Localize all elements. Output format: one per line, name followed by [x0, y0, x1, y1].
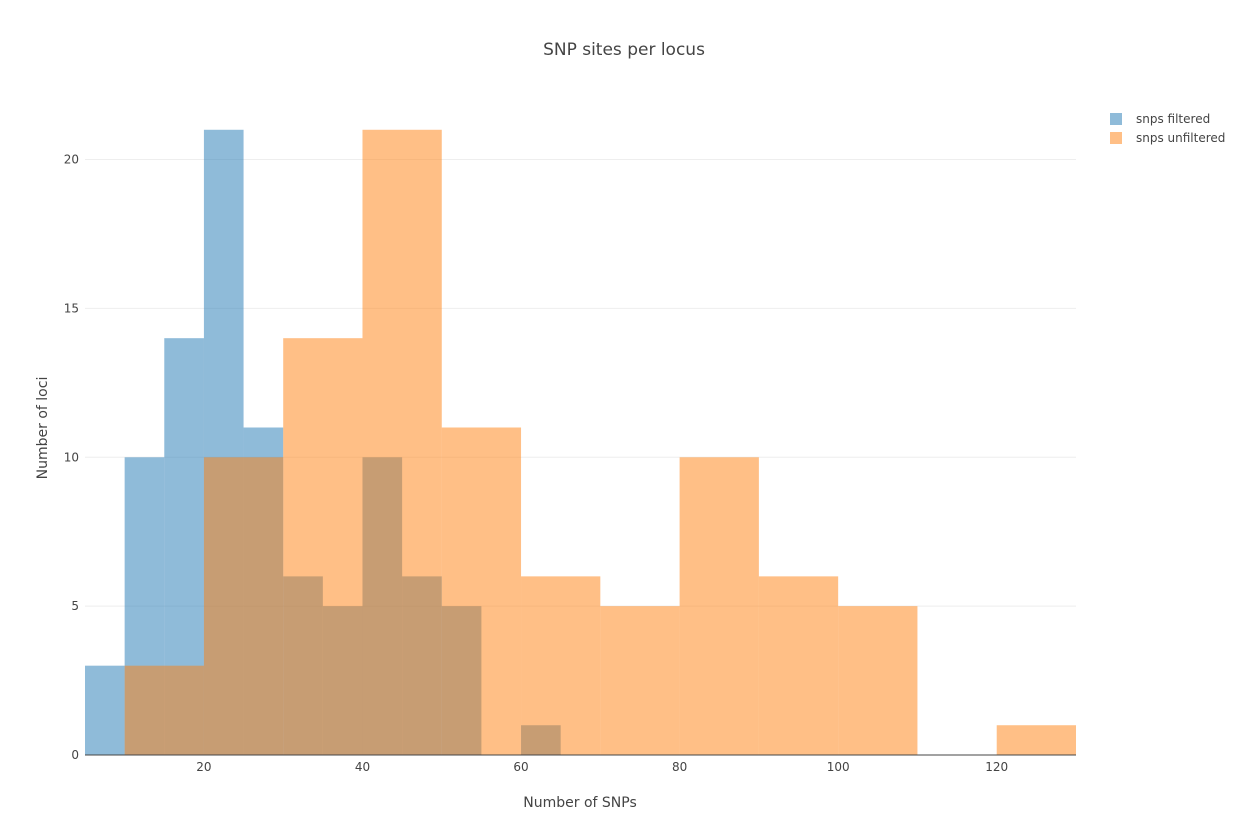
x-tick-label: 120 [985, 760, 1008, 774]
bar-snps-filtered[interactable] [85, 665, 125, 755]
x-axis-title: Number of SNPs [523, 795, 636, 811]
bars [85, 129, 1076, 756]
bar-snps-unfiltered[interactable] [124, 665, 204, 755]
y-axis-title: Number of loci [35, 377, 51, 480]
legend-label[interactable]: snps unfiltered [1136, 131, 1225, 145]
bar-snps-unfiltered[interactable] [441, 427, 522, 756]
x-tick-label: 40 [355, 760, 370, 774]
y-tick-label: 0 [71, 748, 79, 762]
y-tick-label: 15 [64, 301, 79, 315]
legend[interactable]: snps filtered snps unfiltered [1110, 112, 1225, 145]
x-tick-label: 60 [513, 760, 528, 774]
bar-snps-unfiltered[interactable] [521, 576, 601, 755]
legend-label[interactable]: snps filtered [1136, 112, 1210, 126]
bar-snps-unfiltered[interactable] [203, 457, 284, 755]
x-tick-label: 20 [196, 760, 211, 774]
bar-snps-unfiltered[interactable] [838, 606, 918, 755]
y-tick-label: 20 [64, 153, 79, 167]
bar-snps-unfiltered[interactable] [283, 338, 363, 755]
chart-title: SNP sites per locus [543, 40, 705, 60]
x-tick-label: 100 [827, 760, 850, 774]
bar-snps-unfiltered[interactable] [996, 725, 1076, 755]
bar-snps-unfiltered[interactable] [362, 129, 442, 756]
y-tick-label: 5 [71, 599, 79, 613]
legend-swatch[interactable] [1110, 132, 1122, 144]
axes: 0 5 10 15 20 20 40 60 80 100 120 [64, 153, 1076, 774]
bar-snps-unfiltered[interactable] [600, 606, 680, 755]
bar-snps-unfiltered[interactable] [758, 576, 839, 755]
bar-snps-unfiltered[interactable] [679, 457, 759, 755]
legend-swatch[interactable] [1110, 113, 1122, 125]
x-tick-label: 80 [672, 760, 687, 774]
y-tick-label: 10 [64, 450, 79, 464]
